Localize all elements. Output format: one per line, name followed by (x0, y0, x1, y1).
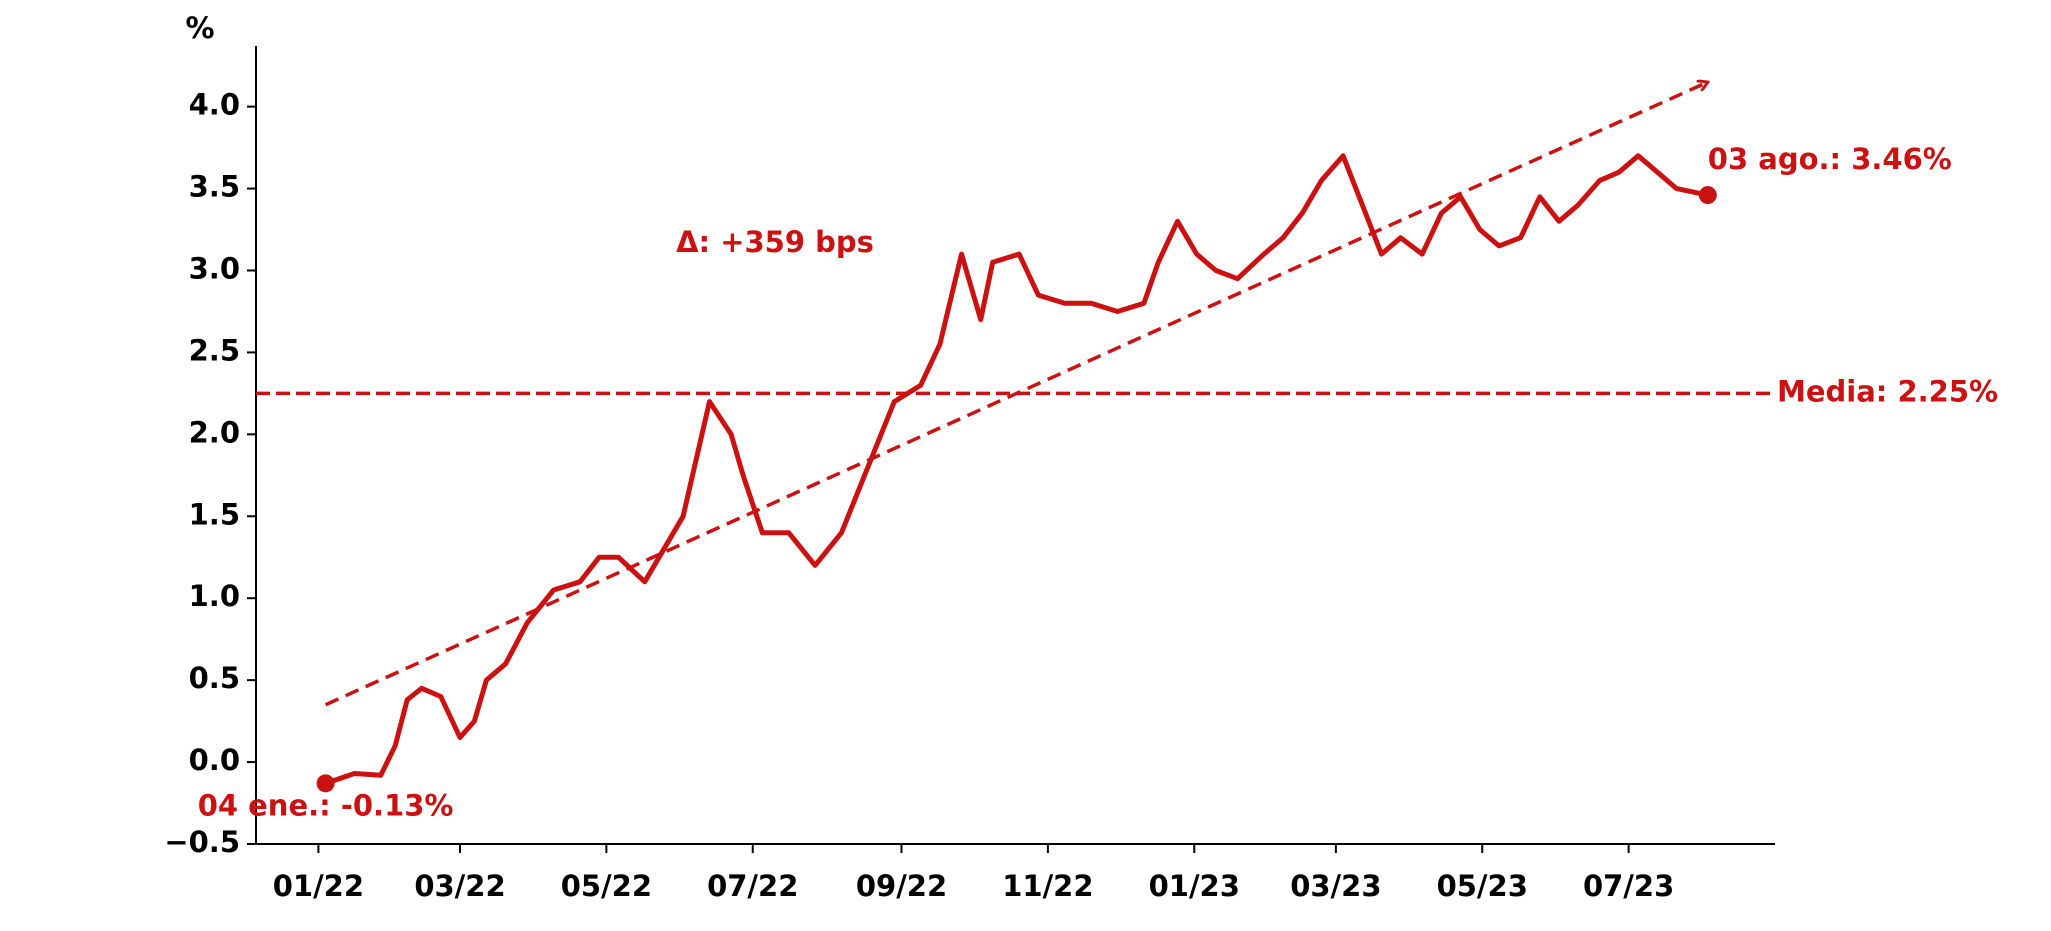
x-tick-label: 05/22 (561, 869, 652, 903)
x-tick-label: 03/22 (414, 869, 505, 903)
x-tick-label: 09/22 (856, 869, 947, 903)
y-tick-label: 0.0 (189, 743, 240, 777)
end-point (1698, 186, 1717, 205)
x-tick-label: 07/23 (1583, 869, 1674, 903)
y-tick-label: 2.0 (189, 415, 240, 449)
x-tick-label: 07/22 (707, 869, 798, 903)
y-tick-label: 1.0 (189, 579, 240, 613)
x-tick-label: 03/23 (1290, 869, 1381, 903)
y-tick-label: 3.0 (189, 251, 240, 285)
end-label: 03 ago.: 3.46% (1708, 142, 1952, 176)
start-point (316, 774, 335, 793)
trend-line (324, 82, 1708, 707)
x-tick-label: 01/23 (1149, 869, 1240, 903)
y-tick-label: 1.5 (189, 497, 240, 531)
y-tick-label: −0.5 (164, 825, 240, 859)
y-tick-label: 0.5 (189, 661, 240, 695)
x-tick-label: 05/23 (1437, 869, 1528, 903)
x-tick-label: 01/22 (273, 869, 364, 903)
series-line (324, 153, 1709, 786)
y-axis-label: % (185, 11, 214, 45)
mean-label: Media: 2.25% (1777, 374, 1998, 408)
y-tick-label: 2.5 (189, 333, 240, 367)
y-tick-label: 3.5 (189, 170, 240, 204)
x-tick-label: 11/22 (1002, 869, 1093, 903)
delta-label: Δ: +359 bps (676, 225, 874, 259)
start-label: 04 ene.: -0.13% (198, 788, 454, 822)
y-tick-label: 4.0 (189, 88, 240, 122)
